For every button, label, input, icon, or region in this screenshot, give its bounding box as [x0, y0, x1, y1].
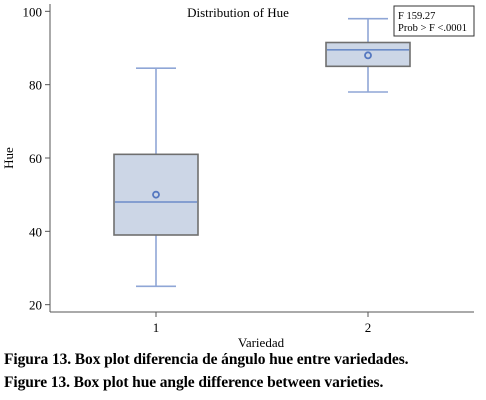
boxes: [113, 17, 411, 288]
figure-caption-english: Figure 13. Box plot hue angle difference…: [4, 374, 384, 391]
y-tick-label: 40: [29, 224, 42, 239]
y-tick-label: 80: [29, 78, 42, 93]
stats-annotation: F 159.27 Prob > F <.0001: [393, 5, 475, 37]
mean-marker: [364, 51, 372, 60]
stats-annotation-f-value: F 159.27: [398, 11, 435, 22]
y-tick-label: 100: [23, 4, 43, 19]
axes: 20 40 60 80 100 1 2: [23, 4, 474, 335]
stats-annotation-prob: Prob > F <.0001: [398, 23, 467, 34]
y-tick-label: 60: [29, 151, 42, 166]
x-axis-label: Variedad: [238, 335, 285, 350]
y-tick-label: 20: [29, 298, 42, 313]
mean-marker: [152, 190, 160, 199]
iqr-box: [325, 41, 411, 68]
figure-caption-spanish: Figura 13. Box plot diferencia de ángulo…: [4, 351, 409, 368]
box-group-2: [325, 17, 411, 93]
stats-annotation-frame: [393, 5, 475, 37]
x-tick-label: 2: [365, 320, 372, 335]
y-axis-label: Hue: [1, 147, 16, 169]
iqr-box: [113, 153, 199, 236]
box-plot-chart: 20 40 60 80 100 1 2 Distribution of Hue Varied…: [1, 4, 475, 350]
chart-title: Distribution of Hue: [187, 5, 289, 20]
x-tick-label: 1: [153, 320, 160, 335]
box-group-1: [113, 67, 199, 288]
